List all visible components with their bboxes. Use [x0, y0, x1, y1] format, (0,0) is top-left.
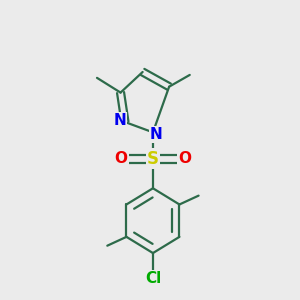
Text: Cl: Cl [145, 272, 161, 286]
Text: S: S [147, 150, 159, 168]
Text: O: O [115, 151, 128, 166]
Text: N: N [113, 113, 126, 128]
Text: O: O [178, 151, 191, 166]
Text: N: N [150, 127, 163, 142]
